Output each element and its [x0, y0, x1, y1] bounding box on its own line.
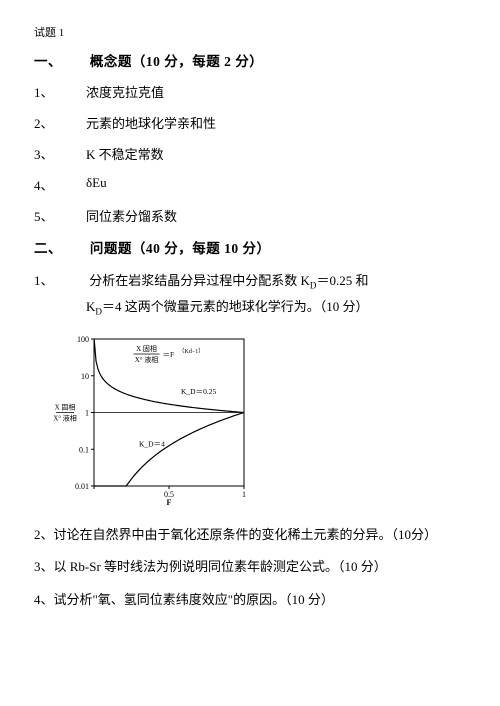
item-number: 5、	[34, 206, 86, 225]
svg-text:X° 液相: X° 液相	[53, 413, 77, 422]
concept-item-4: 4、 δEu	[34, 175, 466, 194]
svg-text:X° 液相: X° 液相	[135, 355, 159, 364]
svg-text:0.01: 0.01	[75, 482, 89, 491]
section-1-header: 一、 概念题（10 分，每题 2 分）	[34, 50, 466, 70]
item-text: K 不稳定常数	[86, 144, 164, 163]
item-text: δEu	[86, 175, 107, 194]
section-2-title: 问题题（40 分，每题 10 分）	[90, 241, 271, 256]
concept-item-1: 1、 浓度克拉克值	[34, 82, 466, 101]
question-4: 4、试分析"氧、氢同位素纬度效应"的原因。（10 分）	[34, 588, 466, 613]
concept-item-3: 3、 K 不稳定常数	[34, 144, 466, 163]
q1-number: 1、	[34, 269, 86, 294]
section-1-number: 一、	[34, 50, 86, 70]
question-1: 1、 分析在岩浆结晶分异过程中分配系数 KD＝0.25 和 KD＝4 这两个微量…	[34, 269, 466, 321]
concept-item-5: 5、 同位素分馏系数	[34, 206, 466, 225]
section-2-header: 二、 问题题（40 分，每题 10 分）	[34, 237, 466, 257]
section-1-title: 概念题（10 分，每题 2 分）	[90, 54, 263, 69]
svg-text:1: 1	[85, 408, 89, 417]
svg-text:X 固相: X 固相	[55, 402, 76, 411]
svg-text:K_D＝0.25: K_D＝0.25	[181, 387, 216, 396]
svg-text:（Kd−1）: （Kd−1）	[179, 348, 205, 355]
item-text: 元素的地球化学亲和性	[86, 113, 216, 132]
item-number: 2、	[34, 113, 86, 132]
svg-text:＝F: ＝F	[163, 350, 175, 359]
svg-text:100: 100	[77, 335, 89, 344]
svg-text:K_D＝4: K_D＝4	[139, 439, 165, 448]
item-text: 浓度克拉克值	[86, 82, 164, 101]
item-number: 3、	[34, 144, 86, 163]
exam-header: 试题 1	[34, 24, 466, 40]
concept-item-2: 2、 元素的地球化学亲和性	[34, 113, 466, 132]
chart-svg: 0.010.11101000.51FK_D＝0.25K_D＝4X 固相X° 液相…	[52, 331, 252, 506]
kd-chart: 0.010.11101000.51FK_D＝0.25K_D＝4X 固相X° 液相…	[52, 331, 466, 511]
svg-text:10: 10	[81, 371, 89, 380]
section-2-number: 二、	[34, 237, 86, 257]
question-2: 2、讨论在自然界中由于氧化还原条件的变化稀土元素的分异。（10分）	[34, 523, 466, 548]
svg-text:X 固相: X 固相	[136, 344, 157, 353]
svg-text:1: 1	[242, 490, 246, 499]
item-number: 1、	[34, 82, 86, 101]
svg-text:F: F	[167, 498, 172, 506]
question-3: 3、以 Rb-Sr 等时线法为例说明同位素年龄测定公式。（10 分）	[34, 555, 466, 580]
item-number: 4、	[34, 175, 86, 194]
svg-text:0.1: 0.1	[79, 445, 89, 454]
item-text: 同位素分馏系数	[86, 206, 177, 225]
